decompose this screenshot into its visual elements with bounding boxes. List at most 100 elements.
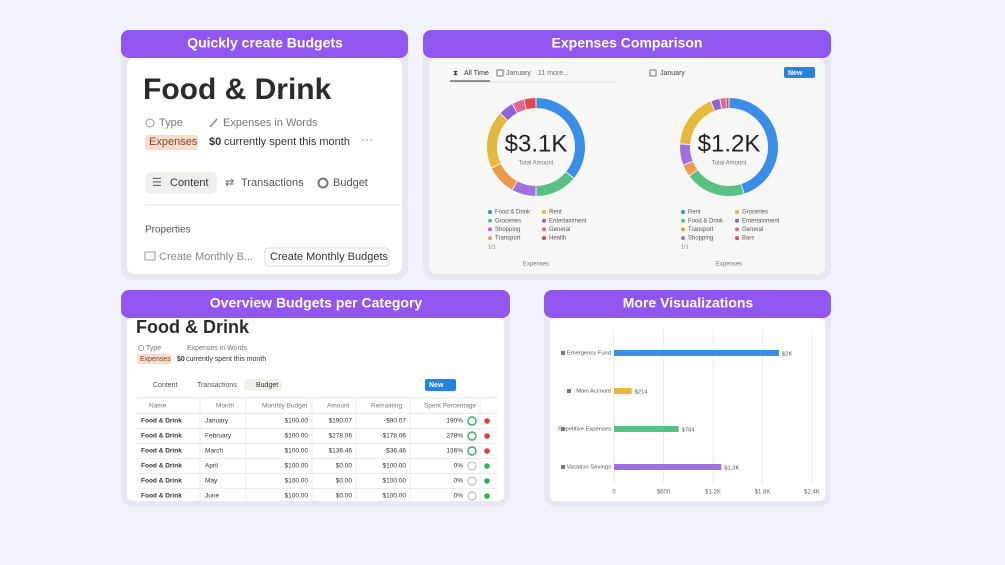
view-tab[interactable]: All Time: [464, 70, 489, 77]
table-cell: January: [205, 418, 229, 425]
category-icon: [561, 465, 565, 469]
footer: Expenses: [716, 262, 742, 268]
legend-swatch: [488, 227, 492, 232]
legend-label: Rent: [688, 210, 701, 216]
table-cell: June: [205, 493, 219, 500]
bar: [614, 464, 722, 470]
value-label: $2K: [782, 352, 792, 358]
button[interactable]: Create Monthly Budgets: [270, 251, 389, 263]
new-button[interactable]: New: [788, 70, 803, 77]
panel-title: Expenses Comparison: [552, 35, 703, 51]
donut-segment: [491, 163, 518, 190]
x-tick-label: $600: [657, 490, 671, 496]
view-tab[interactable]: 11 more...: [538, 70, 569, 77]
x-tick-label: $1.8K: [755, 490, 771, 496]
table-cell: 278%: [446, 433, 463, 440]
progress-ring: [467, 461, 477, 471]
table-cell: $0.00: [336, 493, 353, 500]
button-bg[interactable]: [264, 247, 390, 267]
legend-swatch: [735, 236, 739, 241]
donut-segment: [683, 161, 698, 176]
donut-segment: [720, 98, 727, 109]
legend-label: Bars: [742, 236, 754, 242]
progress-ring: [467, 476, 477, 486]
legend-label: Shopping: [688, 236, 713, 242]
column-header: Month: [216, 403, 234, 410]
table-cell: $0.00: [336, 463, 353, 470]
status-dot: [484, 433, 490, 439]
property-label: Expenses in Words: [187, 345, 248, 352]
legend-label: Food & Drink: [688, 218, 724, 224]
table-cell: Food & Drink: [141, 463, 182, 470]
donut-segment: [536, 98, 585, 178]
property-label: Type: [146, 345, 161, 352]
page-title: Food & Drink: [136, 317, 250, 337]
table-cell: $190.07: [329, 418, 353, 425]
type-icon: [138, 345, 144, 351]
x-tick-label: 0: [612, 490, 616, 496]
category-label: Emergency Fund: [567, 351, 611, 357]
status-dot: [484, 493, 490, 499]
donut-segment: [500, 104, 518, 121]
table-cell: March: [205, 448, 223, 455]
progress-ring: [467, 416, 477, 426]
progress-ring: [467, 431, 477, 441]
table-cell: $278.06: [329, 433, 353, 440]
legend-label: Groceries: [495, 218, 521, 224]
legend-swatch: [735, 227, 739, 232]
table-cell: $100.00: [285, 493, 309, 500]
tab[interactable]: Transactions: [197, 382, 237, 389]
table-cell: May: [205, 478, 218, 485]
donut-segment: [689, 170, 744, 196]
category-label: Vacation Savings: [567, 465, 611, 471]
bar: [614, 426, 679, 432]
tab[interactable]: Content: [153, 382, 178, 389]
legend-swatch: [542, 218, 546, 223]
value-label: $784: [682, 428, 696, 434]
donut-segment: [524, 98, 536, 110]
pagination: 1/1: [488, 244, 496, 250]
table-cell: $0.00: [336, 478, 353, 485]
type-icon: [145, 118, 155, 128]
column-header: Monthly Budget: [262, 403, 307, 410]
footer: Expenses: [523, 262, 549, 268]
legend-swatch: [735, 210, 739, 214]
table-cell: Food & Drink: [141, 448, 182, 455]
panel-title: Overview Budgets per Category: [210, 295, 423, 311]
tab[interactable]: Budget: [256, 382, 278, 389]
legend-label: Rent: [549, 210, 562, 216]
column-header: Remaining: [371, 403, 402, 410]
table-cell: $100.00: [285, 478, 309, 485]
table-cell: 0%: [454, 478, 464, 485]
legend-label: Shopping: [495, 227, 520, 233]
view-tab[interactable]: January: [506, 70, 531, 77]
more-icon: ···: [361, 132, 373, 146]
new-button-bg[interactable]: [784, 67, 815, 78]
property-button[interactable]: Create Monthly B...: [159, 251, 253, 263]
legend-label: Groceries: [742, 210, 768, 216]
table-cell: April: [205, 463, 219, 470]
donut-segment: [487, 113, 508, 168]
table-cell: $136.46: [329, 448, 353, 455]
center-value: $3.1K: [505, 130, 568, 157]
button-icon: [144, 251, 156, 261]
legend-swatch: [681, 227, 685, 232]
tab[interactable]: Budget: [333, 177, 368, 189]
section-heading: Properties: [145, 225, 191, 236]
property-label: Expenses in Words: [223, 117, 318, 129]
spent-amount: $0: [177, 356, 185, 363]
table-cell: 0%: [454, 493, 464, 500]
table-cell: $100.00: [285, 463, 309, 470]
view-tab[interactable]: January: [660, 70, 685, 77]
tab[interactable]: Content: [170, 177, 209, 189]
new-button-bg[interactable]: [425, 379, 456, 391]
table-cell: 0%: [454, 463, 464, 470]
table-cell: 190%: [446, 418, 463, 425]
donut-segment: [512, 99, 527, 113]
table-cell: $100.00: [285, 418, 309, 425]
new-button[interactable]: New: [429, 382, 444, 389]
donut-segment: [680, 101, 715, 145]
panel-title: Quickly create Budgets: [187, 35, 343, 51]
tab[interactable]: Transactions: [241, 177, 304, 189]
